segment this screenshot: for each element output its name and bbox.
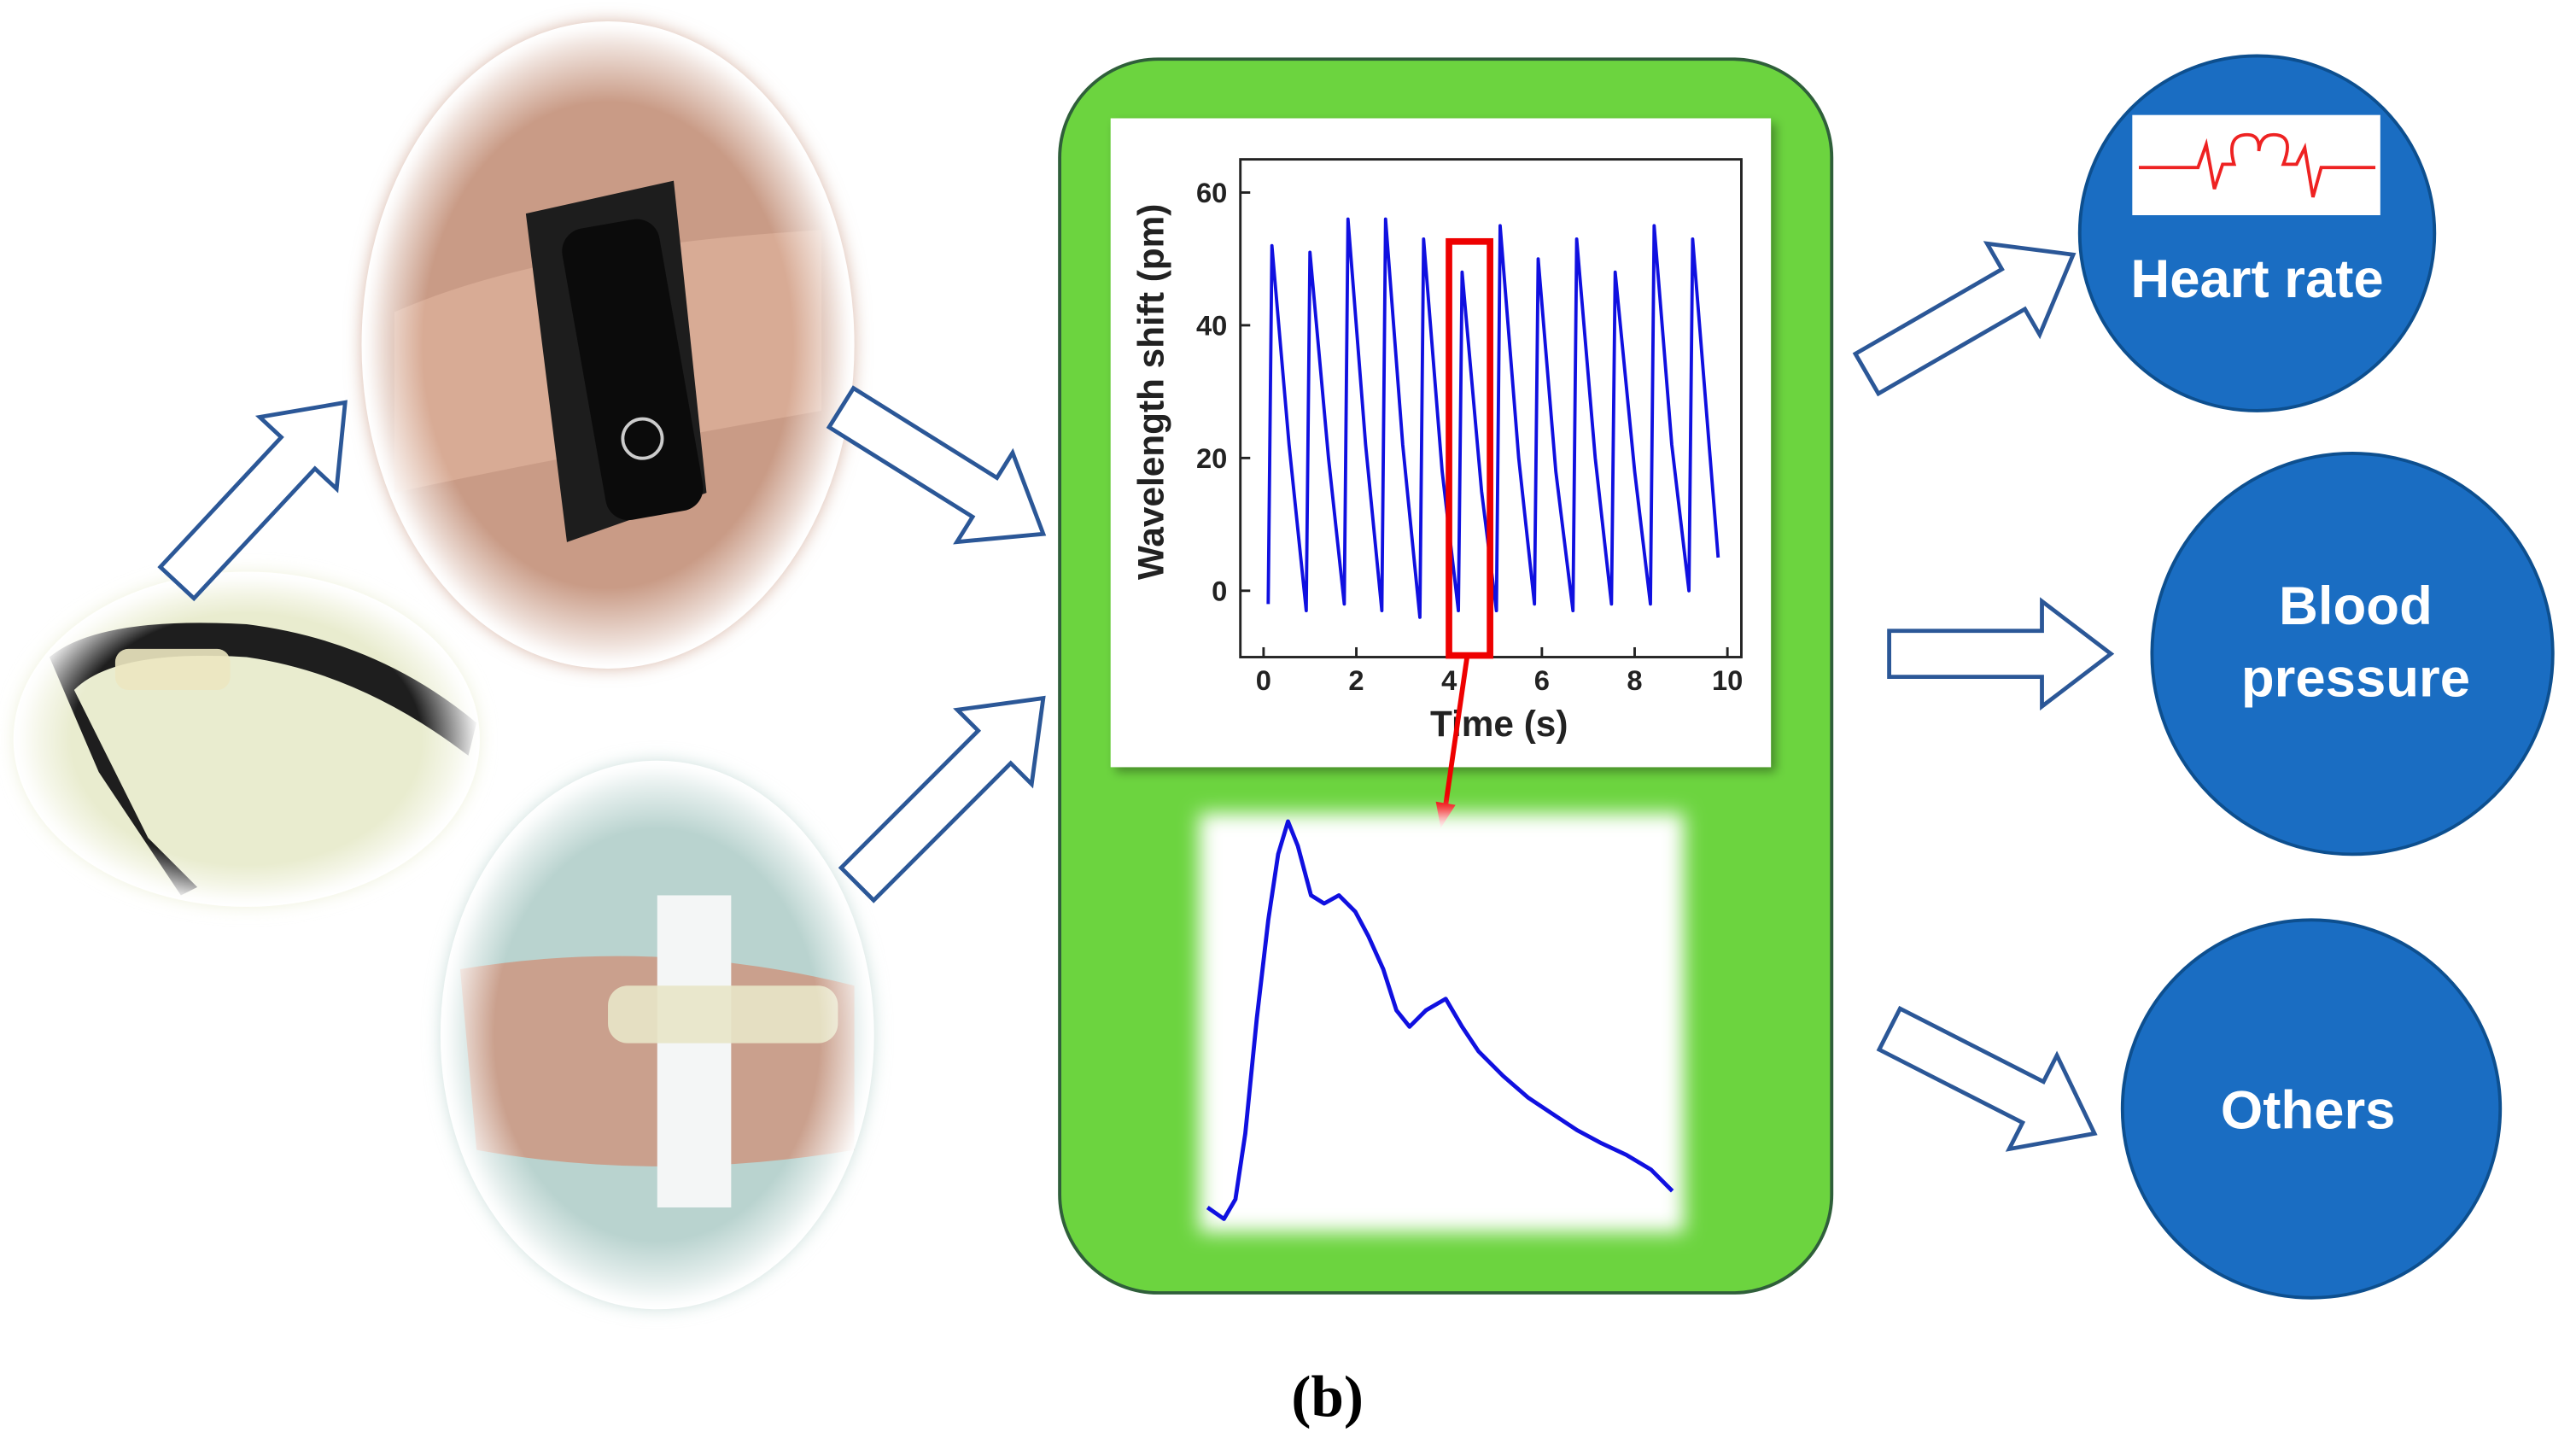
photo-sensor-band: [13, 571, 481, 907]
output-label: Blood pressure: [2241, 576, 2470, 709]
x-tick-label: 0: [1256, 664, 1271, 696]
arrow: [826, 385, 1047, 545]
photo-wrist-band: [361, 21, 855, 669]
output-label: Others: [2221, 1081, 2396, 1141]
y-tick-label: 40: [1196, 309, 1227, 341]
panel-label: (b): [1291, 1363, 1364, 1429]
output-circle: [2150, 452, 2555, 856]
arrow: [1887, 597, 2115, 711]
ecg-line: [2139, 132, 2376, 198]
y-tick-label: 60: [1196, 177, 1227, 208]
pulse-inset: [1199, 813, 1685, 1232]
output-label: Heart rate: [2130, 249, 2383, 309]
x-tick-label: 4: [1441, 664, 1457, 696]
x-tick-label: 10: [1712, 664, 1743, 696]
y-axis-label: Wavelength shift (pm): [1130, 204, 1171, 580]
arrow: [838, 695, 1046, 903]
heart-icon: [2132, 114, 2380, 216]
y-tick-label: 0: [1212, 575, 1227, 606]
chart: 0 20 40 60 0 2 4 6 8 10 Time (s) Wavelength shift (…: [1130, 158, 1743, 744]
y-tick-label: 20: [1196, 442, 1227, 474]
x-tick-label: 6: [1534, 664, 1550, 696]
highlight-box: [1446, 237, 1493, 659]
pointer-line: [1443, 657, 1470, 806]
arrow: [1876, 1005, 2098, 1152]
x-tick-label: 8: [1627, 664, 1642, 696]
arrows: [157, 241, 2115, 1152]
arrow: [1852, 241, 2077, 397]
x-tick-label: 2: [1348, 664, 1364, 696]
output-circle: [2120, 918, 2503, 1300]
output-circle: [2077, 54, 2437, 412]
arrow: [157, 400, 348, 602]
photo-wrist-strap: [440, 760, 874, 1310]
x-axis-label: Time (s): [1430, 704, 1568, 744]
